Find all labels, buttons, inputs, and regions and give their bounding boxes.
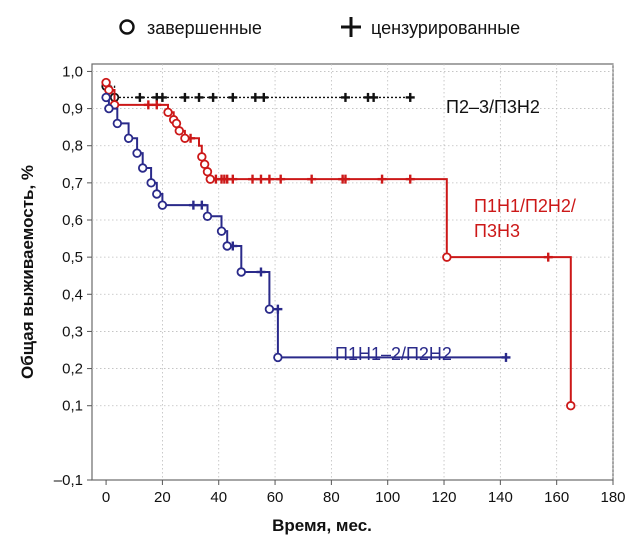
event-marker <box>137 163 148 173</box>
x-tick-label: 180 <box>600 489 625 506</box>
event-marker <box>566 401 576 411</box>
series-p1n1-2-p2n2 <box>101 92 511 363</box>
x-tick-label: 0 <box>102 489 110 506</box>
event-marker <box>442 252 452 262</box>
y-axis-title: Общая выживаемость, % <box>18 165 37 379</box>
event-marker <box>199 159 210 169</box>
censored-marker <box>256 174 266 184</box>
x-tick-label: 100 <box>375 489 400 506</box>
censored-marker <box>264 174 274 184</box>
y-axis-ticks: –0,1 0,1 0,2 0,3 0,4 0,5 0,6 0,7 0,8 0,9 1,0 <box>54 63 92 489</box>
series-label-p2-3-p3n2: П2–3/П3Н2 <box>446 97 540 117</box>
series-labels: П2–3/П3Н2 П1Н1/П2Н2/П3Н3 П1Н1–2/П2Н2 <box>335 97 576 364</box>
censored-marker <box>307 174 317 184</box>
event-marker <box>146 178 156 188</box>
series-label-p1n1-2-p2n2: П1Н1–2/П2Н2 <box>335 344 452 364</box>
x-axis-ticks: 0 20 40 60 80 100 120 140 160 180 <box>102 480 626 506</box>
censored-marker <box>377 174 387 184</box>
series-label-p1n1-p2n2-p3n3: П1Н1/П2Н2/ <box>474 196 576 216</box>
y-tick-label: –0,1 <box>54 472 83 489</box>
event-marker <box>163 107 173 117</box>
censored-marker <box>405 92 415 102</box>
event-marker <box>157 200 168 210</box>
event-marker <box>104 103 114 114</box>
x-tick-label: 120 <box>432 489 457 506</box>
censored-marker <box>188 200 198 210</box>
y-tick-label: 0,7 <box>62 175 83 192</box>
censored-marker <box>157 92 167 102</box>
censored-marker <box>248 174 258 184</box>
censored-marker <box>143 100 153 110</box>
censored-marker <box>259 92 269 102</box>
grid <box>92 64 614 480</box>
event-marker <box>104 85 114 95</box>
event-marker <box>152 189 162 199</box>
censored-marker <box>340 92 350 102</box>
censored-marker <box>194 92 204 102</box>
legend-event-label: завершенные <box>147 18 262 38</box>
censored-marker <box>152 100 162 110</box>
series-label-p1n1-p2n2-p3n3: П3Н3 <box>474 221 520 241</box>
event-marker <box>197 152 207 162</box>
y-tick-label: 0,8 <box>62 138 83 155</box>
event-marker <box>205 174 215 184</box>
y-tick-label: 0,3 <box>62 323 83 340</box>
x-axis-title: Время, мес. <box>272 516 372 535</box>
plot-frame <box>91 63 614 481</box>
x-tick-label: 20 <box>154 489 171 506</box>
censored-marker <box>256 267 266 277</box>
y-tick-label: 0,2 <box>62 361 83 378</box>
y-tick-label: 0,5 <box>62 249 83 266</box>
legend-censored-marker <box>341 17 361 37</box>
censored-marker <box>135 92 145 102</box>
x-tick-label: 160 <box>544 489 569 506</box>
series-p1n1-p2n2-p3n3 <box>101 77 576 411</box>
censored-marker <box>250 92 260 102</box>
legend-censored-label: цензурированные <box>371 18 520 38</box>
x-tick-label: 140 <box>488 489 513 506</box>
x-tick-label: 60 <box>267 489 284 506</box>
event-marker <box>202 211 213 221</box>
event-marker <box>101 77 111 88</box>
y-tick-label: 1,0 <box>62 63 83 80</box>
series-layer <box>101 77 576 411</box>
series-line-p2-3-p3n2 <box>106 85 411 99</box>
event-marker <box>222 241 232 251</box>
censored-marker <box>369 92 379 102</box>
censored-marker <box>273 304 283 314</box>
y-tick-label: 0,4 <box>62 286 83 303</box>
x-tick-label: 40 <box>210 489 227 506</box>
event-marker <box>216 226 227 236</box>
y-tick-label: 0,9 <box>62 101 83 118</box>
series-p2-3-p3n2 <box>101 81 415 103</box>
censored-marker <box>543 252 553 262</box>
event-marker <box>273 352 283 363</box>
legend: завершенные цензурированные <box>119 17 520 38</box>
censored-marker <box>197 200 207 210</box>
event-marker <box>180 133 190 143</box>
event-marker <box>174 126 185 136</box>
y-tick-label: 0,6 <box>62 212 83 229</box>
y-tick-label: 0,1 <box>62 398 83 415</box>
event-marker <box>132 148 142 158</box>
censored-marker <box>228 174 238 184</box>
event-marker <box>112 118 123 129</box>
event-marker <box>101 92 111 103</box>
censored-marker <box>208 92 218 102</box>
censored-marker <box>228 92 238 102</box>
event-marker <box>264 304 275 314</box>
x-tick-label: 80 <box>323 489 340 506</box>
censored-marker <box>501 352 511 362</box>
event-marker <box>236 267 246 277</box>
legend-event-marker <box>119 19 135 35</box>
event-marker <box>171 118 182 129</box>
censored-marker <box>276 174 286 184</box>
event-marker <box>202 167 213 177</box>
censored-marker <box>180 92 190 102</box>
censored-marker <box>340 174 350 184</box>
censored-marker <box>405 174 415 184</box>
event-marker <box>123 133 134 143</box>
